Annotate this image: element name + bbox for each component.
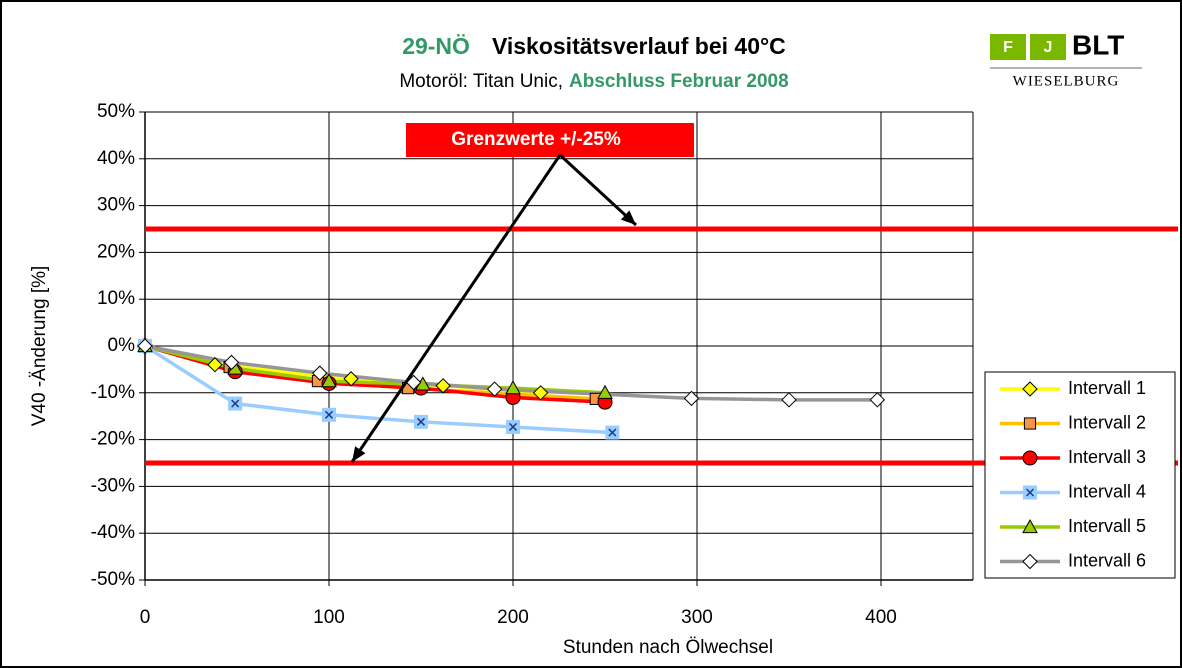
logo-box bbox=[1030, 34, 1066, 60]
marker-cross bbox=[324, 410, 334, 419]
logo-letter: F bbox=[1003, 39, 1013, 56]
marker bbox=[1022, 450, 1038, 466]
marker bbox=[228, 396, 243, 411]
series-line bbox=[144, 344, 878, 402]
marker bbox=[321, 373, 337, 388]
x-axis-label: Stunden nach Ölwechsel bbox=[563, 637, 773, 658]
arrow-head bbox=[620, 210, 636, 225]
title-main: Viskositätsverlauf bei 40°C bbox=[492, 33, 786, 59]
marker-cross bbox=[1025, 488, 1035, 497]
marker bbox=[137, 338, 153, 354]
y-tick-label: 10% bbox=[97, 288, 135, 309]
marker bbox=[781, 392, 797, 408]
marker bbox=[414, 414, 428, 429]
series-line bbox=[144, 344, 606, 404]
y-tick-label: -30% bbox=[91, 475, 135, 496]
subtitle-main: Motoröl: Titan Unic, bbox=[399, 71, 563, 92]
marker-cross bbox=[231, 399, 240, 408]
y-tick-label: -50% bbox=[91, 569, 135, 590]
y-axis-label: V40 -Änderung [%] bbox=[29, 266, 50, 427]
y-tick-label: 30% bbox=[97, 195, 135, 216]
marker bbox=[683, 390, 700, 407]
legend-label: Intervall 2 bbox=[1068, 412, 1146, 432]
marker bbox=[1022, 381, 1038, 397]
y-tick-label: -20% bbox=[91, 429, 135, 450]
marker bbox=[505, 380, 521, 395]
legend-label: Intervall 5 bbox=[1068, 516, 1146, 536]
arrow-head bbox=[352, 446, 366, 462]
subtitle-highlight: Abschluss Februar 2008 bbox=[569, 71, 789, 92]
marker bbox=[223, 354, 240, 371]
x-tick-label: 0 bbox=[140, 607, 151, 628]
logo: F J BLT WIESELBURG bbox=[990, 29, 1142, 89]
marker bbox=[1023, 485, 1037, 500]
logo-letter: J bbox=[1044, 39, 1053, 56]
y-tick-label: 40% bbox=[97, 148, 135, 169]
marker bbox=[869, 392, 886, 408]
marker bbox=[1022, 553, 1038, 570]
x-tick-label: 200 bbox=[497, 607, 529, 628]
title-prefix: 29-NÖ bbox=[402, 33, 470, 59]
marker-cross bbox=[508, 422, 518, 431]
marker bbox=[435, 378, 451, 394]
marker bbox=[605, 425, 620, 440]
y-tick-label: -40% bbox=[91, 522, 135, 543]
legend-box bbox=[984, 371, 1176, 579]
marker bbox=[597, 384, 613, 399]
legend-label: Intervall 1 bbox=[1068, 378, 1146, 398]
legend-label: Intervall 3 bbox=[1068, 447, 1146, 467]
marker bbox=[343, 371, 359, 387]
marker bbox=[312, 365, 328, 381]
annotation-arrow bbox=[558, 153, 638, 227]
marker bbox=[486, 381, 503, 397]
annotation-arrow bbox=[350, 154, 562, 463]
y-tick-label: 20% bbox=[97, 241, 135, 262]
marker bbox=[1022, 518, 1038, 534]
series-line bbox=[144, 344, 613, 435]
annotation-box bbox=[406, 123, 694, 157]
marker-cross bbox=[608, 428, 617, 437]
marker bbox=[207, 357, 223, 373]
y-tick-label: 0% bbox=[108, 335, 136, 356]
x-tick-label: 400 bbox=[865, 607, 897, 628]
logo-place: WIESELBURG bbox=[1013, 73, 1120, 89]
logo-name: BLT bbox=[1072, 29, 1124, 60]
marker bbox=[1023, 417, 1037, 430]
y-tick-label: -10% bbox=[91, 382, 135, 403]
marker bbox=[532, 385, 549, 401]
chart-subtitle: Motoröl: Titan Unic, Abschluss Februar 20… bbox=[399, 71, 788, 92]
marker bbox=[506, 419, 520, 434]
legend-label: Intervall 4 bbox=[1068, 481, 1146, 501]
annotation: Grenzwerte +/-25% bbox=[451, 129, 621, 150]
legend-label: Intervall 6 bbox=[1068, 550, 1146, 570]
y-tick-label: 50% bbox=[97, 101, 135, 122]
logo-box bbox=[990, 34, 1026, 60]
x-tick-label: 300 bbox=[681, 607, 713, 628]
x-tick-label: 100 bbox=[313, 607, 345, 628]
chart-title: 29-NÖ Viskositätsverlauf bei 40°C bbox=[402, 33, 786, 59]
marker-cross bbox=[416, 417, 426, 426]
marker bbox=[322, 407, 336, 422]
